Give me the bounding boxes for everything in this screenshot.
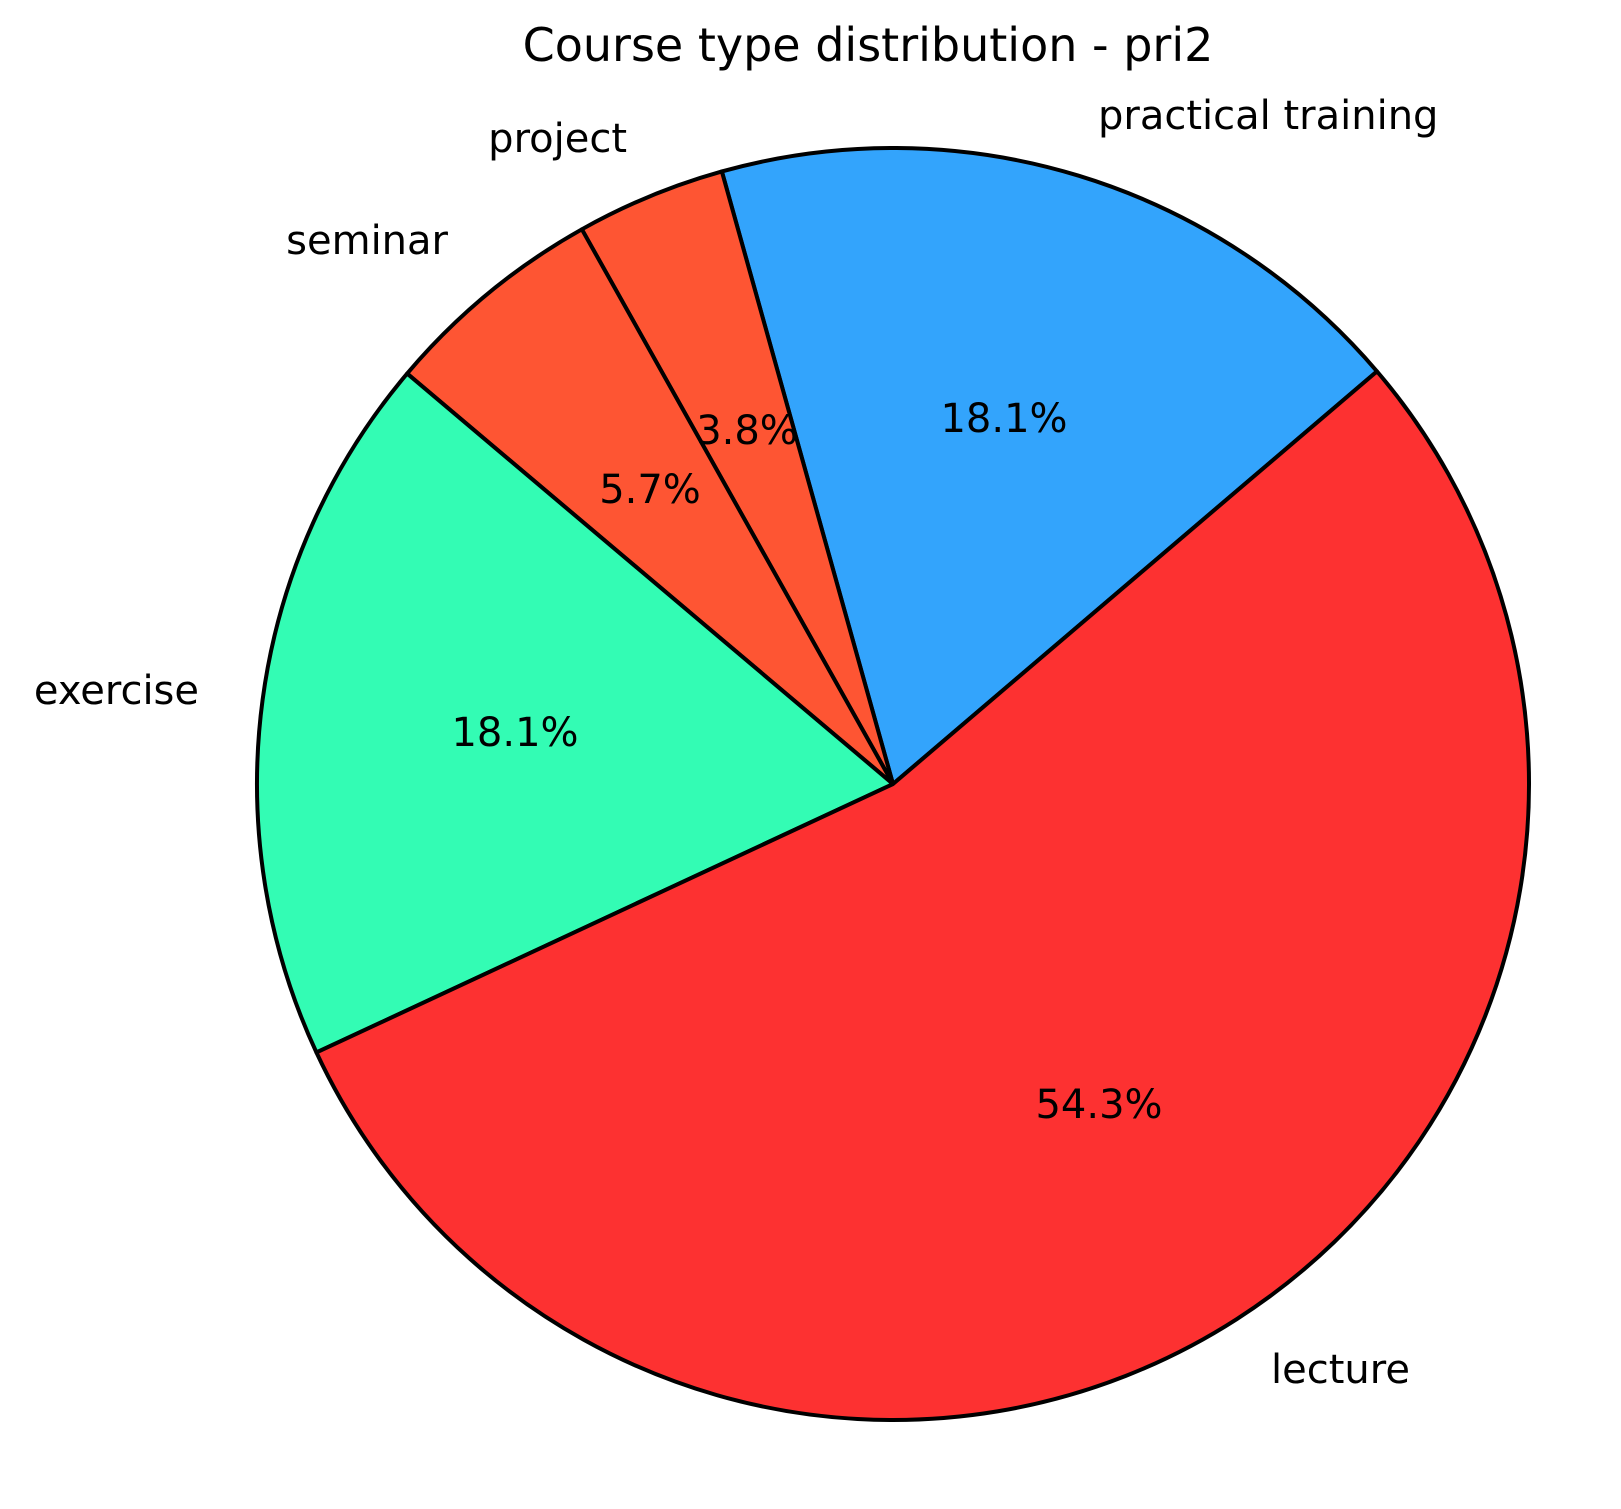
slice-label-project: project <box>488 116 627 162</box>
pie-slice-exercise <box>255 371 895 1055</box>
slice-label-seminar: seminar <box>286 218 448 264</box>
pct-label-practical-training: 18.1% <box>940 396 1068 442</box>
pct-label-lecture: 54.3% <box>1035 1082 1163 1128</box>
chart-title: Course type distribution - pri2 <box>522 18 1214 72</box>
pct-label-project: 3.8% <box>696 408 798 454</box>
pie-slice-seminar <box>405 227 895 786</box>
pct-label-exercise: 18.1% <box>451 710 579 756</box>
pct-label-seminar: 5.7% <box>599 467 701 513</box>
slice-label-lecture: lecture <box>1271 1347 1410 1393</box>
pie-slice-lecture <box>314 369 1531 1422</box>
pie-slice-practical-training <box>719 146 1379 786</box>
slice-label-practical-training: practical training <box>1098 93 1439 139</box>
slice-label-exercise: exercise <box>33 668 199 714</box>
